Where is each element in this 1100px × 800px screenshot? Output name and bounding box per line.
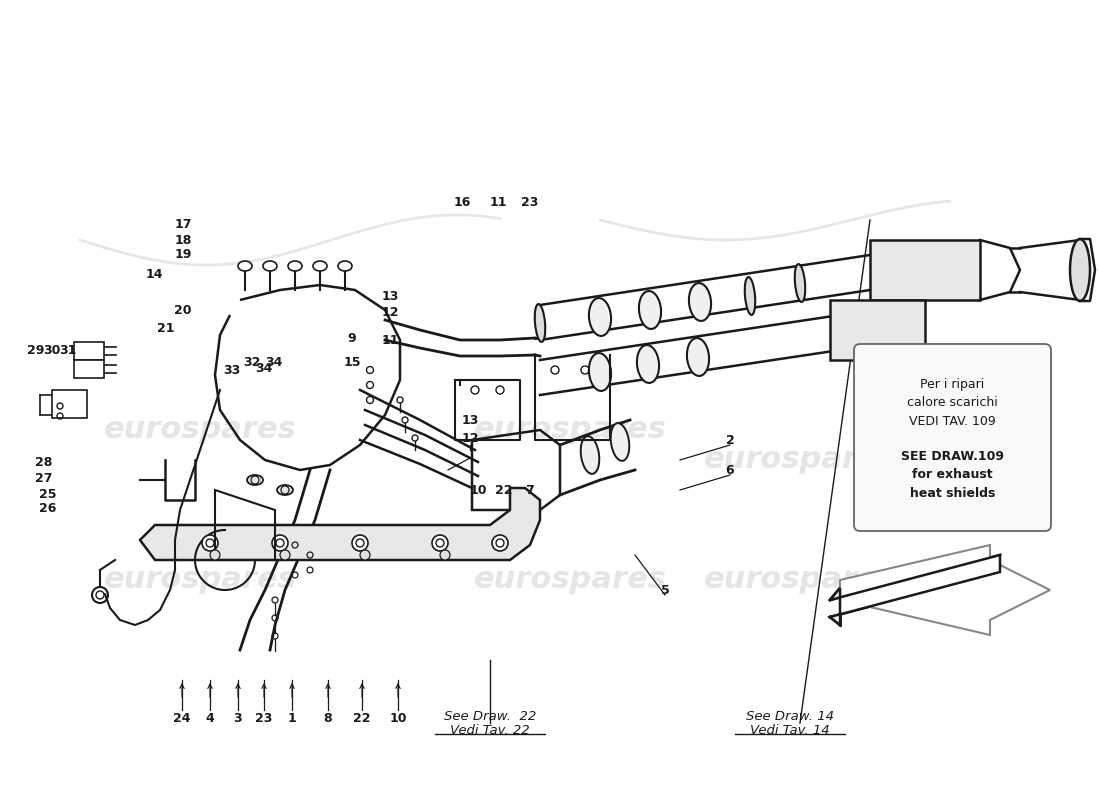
Ellipse shape (288, 261, 302, 271)
Ellipse shape (610, 423, 629, 461)
Text: 21: 21 (157, 322, 175, 334)
Text: 27: 27 (35, 471, 53, 485)
Circle shape (210, 550, 220, 560)
Text: eurospares: eurospares (704, 446, 896, 474)
Text: 29: 29 (28, 343, 45, 357)
Text: 1: 1 (287, 711, 296, 725)
Ellipse shape (689, 283, 711, 321)
Text: 22: 22 (495, 483, 513, 497)
Text: 13: 13 (382, 290, 398, 302)
Text: eurospares: eurospares (704, 566, 896, 594)
Text: 18: 18 (174, 234, 191, 246)
Bar (830, 300, 925, 360)
Ellipse shape (314, 261, 327, 271)
Text: 19: 19 (174, 249, 191, 262)
Text: 6: 6 (726, 463, 735, 477)
Text: 34: 34 (265, 355, 283, 369)
Circle shape (352, 535, 368, 551)
Text: eurospares: eurospares (474, 566, 667, 594)
Text: eurospares: eurospares (474, 415, 667, 445)
Ellipse shape (637, 345, 659, 383)
Ellipse shape (686, 338, 710, 376)
Text: 32: 32 (243, 355, 261, 369)
Bar (870, 240, 980, 300)
Text: 24: 24 (174, 711, 190, 725)
Ellipse shape (639, 291, 661, 329)
FancyBboxPatch shape (854, 344, 1050, 531)
Circle shape (432, 535, 448, 551)
Bar (52, 390, 87, 418)
Text: 30: 30 (43, 343, 60, 357)
Bar (74, 360, 104, 378)
Polygon shape (830, 555, 1000, 625)
Text: Vedi Tav. 14: Vedi Tav. 14 (750, 723, 829, 737)
Text: See Draw.  22: See Draw. 22 (444, 710, 536, 722)
Text: 31: 31 (59, 343, 77, 357)
Bar (74, 342, 104, 360)
Text: SEE DRAW.109
for exhaust
heat shields: SEE DRAW.109 for exhaust heat shields (901, 450, 1004, 500)
Circle shape (440, 550, 450, 560)
Polygon shape (140, 488, 540, 560)
Text: 7: 7 (526, 483, 535, 497)
Ellipse shape (1070, 239, 1090, 301)
Text: 26: 26 (40, 502, 57, 514)
Text: 23: 23 (255, 711, 273, 725)
Circle shape (360, 550, 370, 560)
Text: eurospares: eurospares (103, 566, 296, 594)
Text: 17: 17 (174, 218, 191, 231)
Text: 12: 12 (382, 306, 398, 318)
Text: 8: 8 (323, 711, 332, 725)
Text: 9: 9 (348, 331, 356, 345)
Circle shape (280, 550, 290, 560)
Ellipse shape (248, 475, 263, 485)
Ellipse shape (745, 277, 756, 315)
Text: 34: 34 (255, 362, 273, 374)
Text: 13: 13 (461, 414, 478, 426)
Polygon shape (840, 545, 1050, 635)
Text: 28: 28 (35, 455, 53, 469)
Text: 3: 3 (233, 711, 242, 725)
Text: See Draw. 14: See Draw. 14 (746, 710, 834, 722)
Circle shape (202, 535, 218, 551)
Ellipse shape (795, 264, 805, 302)
Ellipse shape (277, 485, 293, 495)
Text: 16: 16 (453, 195, 471, 209)
Text: eurospares: eurospares (103, 415, 296, 445)
Ellipse shape (535, 304, 546, 342)
Text: 10: 10 (470, 483, 486, 497)
Text: 11: 11 (382, 334, 398, 346)
Circle shape (272, 535, 288, 551)
Text: 11: 11 (490, 195, 507, 209)
Text: 12: 12 (461, 431, 478, 445)
Text: 15: 15 (343, 355, 361, 369)
Text: 4: 4 (206, 711, 214, 725)
Text: Vedi Tav. 22: Vedi Tav. 22 (450, 723, 530, 737)
Text: 10: 10 (389, 711, 407, 725)
Text: 33: 33 (223, 363, 241, 377)
Circle shape (492, 535, 508, 551)
Text: 2: 2 (726, 434, 735, 446)
Ellipse shape (588, 353, 612, 391)
Text: 20: 20 (174, 303, 191, 317)
Text: 22: 22 (353, 711, 371, 725)
Ellipse shape (238, 261, 252, 271)
Text: 23: 23 (521, 195, 539, 209)
Ellipse shape (588, 298, 612, 336)
Text: 25: 25 (40, 487, 57, 501)
Text: 5: 5 (661, 583, 670, 597)
Text: 14: 14 (145, 267, 163, 281)
Ellipse shape (338, 261, 352, 271)
Ellipse shape (581, 436, 600, 474)
Ellipse shape (263, 261, 277, 271)
Text: Per i ripari
calore scarichi
VEDI TAV. 109: Per i ripari calore scarichi VEDI TAV. 1… (908, 378, 998, 428)
